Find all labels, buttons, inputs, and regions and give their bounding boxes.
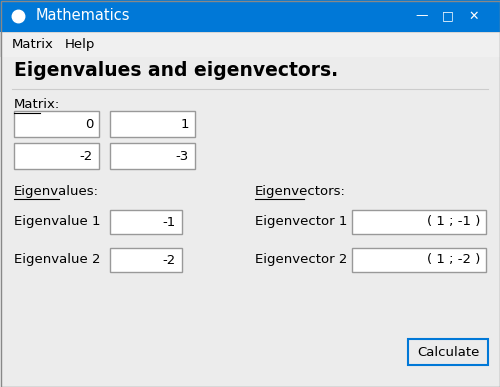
FancyBboxPatch shape (110, 210, 182, 234)
Text: Matrix:: Matrix: (14, 99, 60, 111)
Text: Mathematics: Mathematics (36, 9, 130, 24)
Text: Eigenvalues:: Eigenvalues: (14, 185, 99, 197)
FancyBboxPatch shape (0, 0, 500, 32)
FancyBboxPatch shape (14, 143, 99, 169)
FancyBboxPatch shape (0, 57, 500, 387)
Text: -2: -2 (163, 253, 176, 267)
Text: ✕: ✕ (469, 10, 479, 22)
Text: Eigenvalues and eigenvectors.: Eigenvalues and eigenvectors. (14, 62, 338, 80)
Text: ( 1 ; -2 ): ( 1 ; -2 ) (426, 253, 480, 267)
FancyBboxPatch shape (352, 210, 486, 234)
Text: Eigenvector 1: Eigenvector 1 (255, 214, 348, 228)
Text: -2: -2 (80, 149, 93, 163)
Text: Eigenvalue 1: Eigenvalue 1 (14, 214, 101, 228)
Text: Matrix: Matrix (12, 38, 54, 51)
Text: —: — (416, 10, 428, 22)
Text: Eigenvector 2: Eigenvector 2 (255, 252, 348, 265)
FancyBboxPatch shape (352, 248, 486, 272)
FancyBboxPatch shape (110, 111, 195, 137)
Text: 0: 0 (84, 118, 93, 130)
FancyBboxPatch shape (110, 143, 195, 169)
Text: Help: Help (65, 38, 96, 51)
Text: ( 1 ; -1 ): ( 1 ; -1 ) (426, 216, 480, 228)
Text: Eigenvectors:: Eigenvectors: (255, 185, 346, 197)
Text: □: □ (442, 10, 454, 22)
FancyBboxPatch shape (14, 111, 99, 137)
FancyBboxPatch shape (0, 32, 500, 57)
Text: Calculate: Calculate (417, 346, 479, 358)
FancyBboxPatch shape (408, 339, 488, 365)
Text: -3: -3 (176, 149, 189, 163)
Text: Eigenvalue 2: Eigenvalue 2 (14, 252, 101, 265)
FancyBboxPatch shape (110, 248, 182, 272)
Text: 🐾: 🐾 (14, 10, 22, 22)
Text: -1: -1 (163, 216, 176, 228)
Text: 1: 1 (180, 118, 189, 130)
